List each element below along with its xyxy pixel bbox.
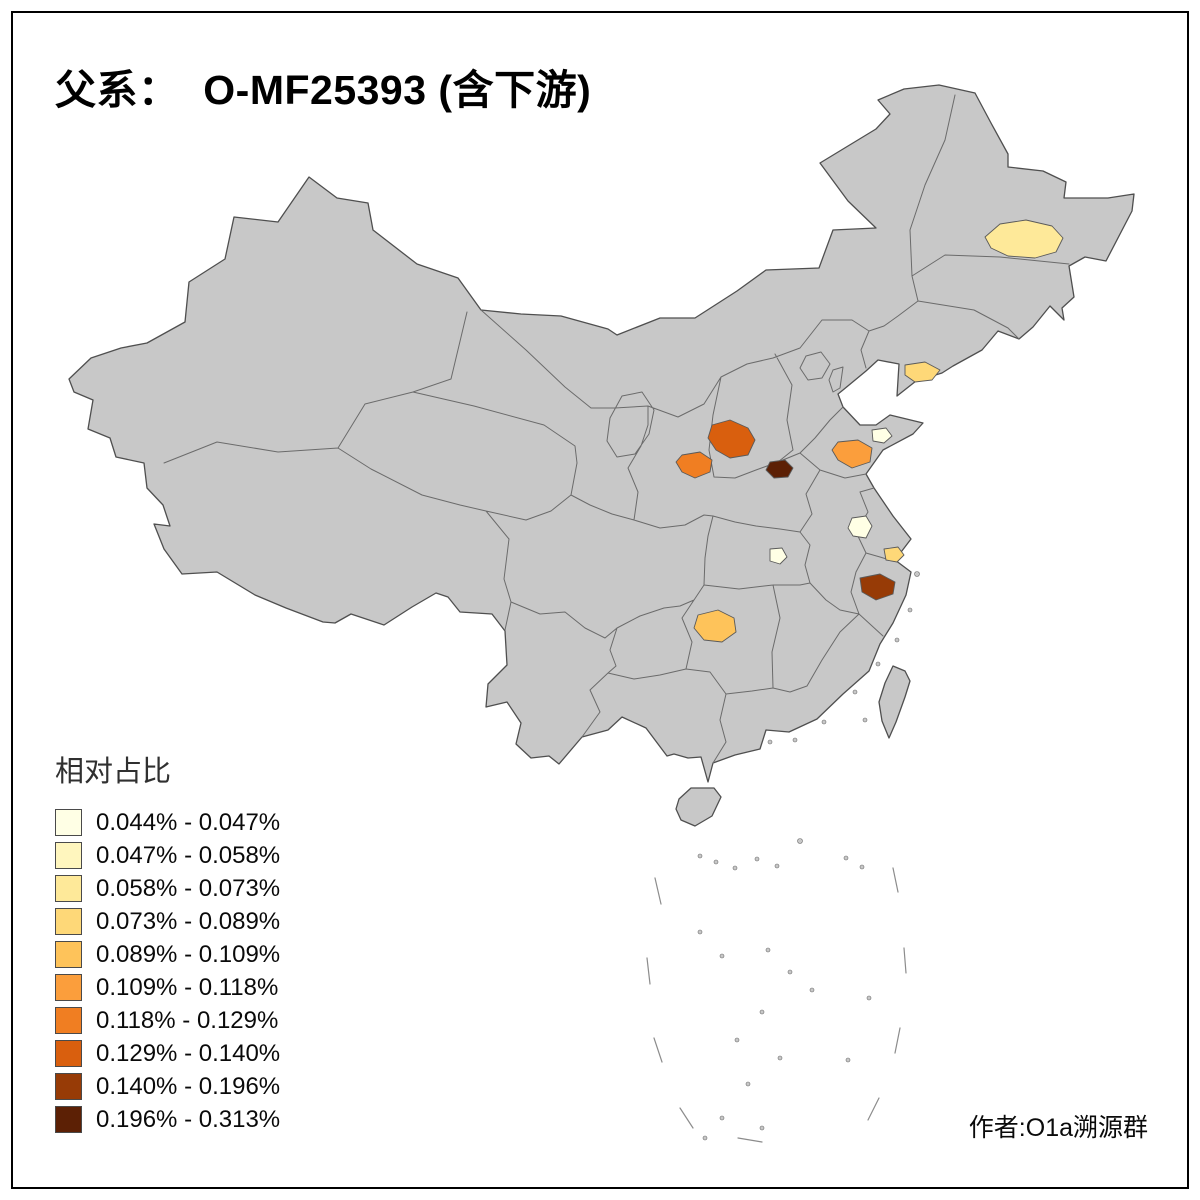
mainland-outline: [68, 84, 1135, 783]
legend-swatch: [55, 908, 82, 935]
highlighted-regions: [675, 219, 1064, 643]
highlight-region: [675, 451, 713, 479]
legend-label: 0.047% - 0.058%: [96, 841, 281, 869]
legend-label: 0.089% - 0.109%: [96, 940, 281, 968]
legend-row: 0.129% - 0.140%: [55, 1037, 280, 1070]
south-china-sea-islands: [697, 838, 872, 1141]
highlight-region: [859, 573, 896, 601]
highlight-region: [883, 546, 905, 563]
page-frame: [11, 11, 1189, 1189]
legend-row: 0.109% - 0.118%: [55, 971, 280, 1004]
legend-title: 相对占比: [55, 756, 172, 788]
highlight-region: [831, 439, 873, 469]
legend-row: 0.196% - 0.313%: [55, 1103, 280, 1136]
legend-swatch: [55, 875, 82, 902]
legend-label: 0.129% - 0.140%: [96, 1039, 281, 1067]
legend-row: 0.140% - 0.196%: [55, 1070, 280, 1103]
legend-row: 0.047% - 0.058%: [55, 839, 280, 872]
legend: 相对占比 0.044% - 0.047% 0.047% - 0.058% 0.0…: [55, 748, 280, 1136]
legend-swatch: [55, 842, 82, 869]
legend-row: 0.073% - 0.089%: [55, 905, 280, 938]
legend-swatch: [55, 941, 82, 968]
legend-swatch: [55, 1073, 82, 1100]
legend-label: 0.058% - 0.073%: [96, 874, 281, 902]
legend-swatch: [55, 974, 82, 1001]
highlight-region: [904, 361, 941, 383]
legend-label: 0.140% - 0.196%: [96, 1072, 281, 1100]
legend-label: 0.109% - 0.118%: [96, 973, 279, 1001]
legend-swatch: [55, 1007, 82, 1034]
legend-row: 0.058% - 0.073%: [55, 872, 280, 905]
legend-swatch: [55, 1040, 82, 1067]
legend-label: 0.073% - 0.089%: [96, 907, 281, 935]
highlight-region: [984, 219, 1064, 259]
highlight-region: [769, 547, 788, 565]
highlight-region: [871, 427, 893, 444]
province-borders: [163, 94, 1070, 764]
nine-dash-line: [646, 867, 907, 1143]
highlight-region: [847, 515, 873, 539]
highlight-region: [765, 459, 794, 479]
legend-swatch: [55, 809, 82, 836]
legend-label: 0.118% - 0.129%: [96, 1006, 279, 1034]
legend-label: 0.044% - 0.047%: [96, 808, 281, 836]
attribution: 作者:O1a溯源群: [968, 1114, 1148, 1142]
legend-row: 0.044% - 0.047%: [55, 806, 280, 839]
highlight-region: [693, 609, 737, 643]
taiwan-island: [878, 665, 911, 739]
china-landmass: [68, 84, 1135, 827]
legend-swatch: [55, 1106, 82, 1133]
highlight-region: [707, 419, 756, 459]
map-title: 父系： O-MF25393 (含下游): [55, 67, 592, 113]
hainan-island: [675, 787, 722, 827]
legend-row: 0.118% - 0.129%: [55, 1004, 280, 1037]
legend-label: 0.196% - 0.313%: [96, 1105, 281, 1133]
coastal-islands: [767, 571, 920, 745]
legend-row: 0.089% - 0.109%: [55, 938, 280, 971]
